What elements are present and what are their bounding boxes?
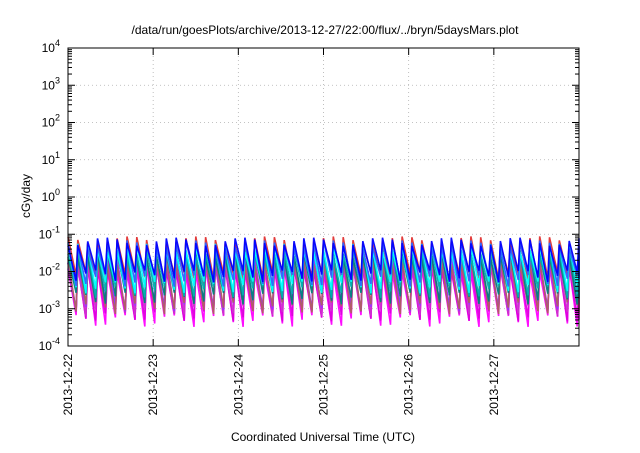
x-tick-label: 2013-12-27 [487, 354, 501, 416]
y-tick-label: 100 [42, 187, 60, 204]
y-tick-label: 103 [42, 75, 60, 92]
y-tick-label: 102 [42, 113, 60, 130]
y-tick-label: 104 [42, 38, 60, 55]
y-tick-label: 10-3 [39, 299, 60, 316]
x-tick-label: 2013-12-25 [317, 354, 331, 416]
series-layer [67, 236, 580, 328]
y-axis-label: cGy/day [19, 174, 33, 218]
x-tick-label: 2013-12-23 [146, 354, 160, 416]
y-tick-label: 10-2 [39, 262, 60, 279]
x-tick-label: 2013-12-22 [61, 354, 75, 416]
x-tick-label: 2013-12-24 [231, 354, 245, 416]
y-tick-label: 101 [42, 150, 60, 167]
x-tick-label: 2013-12-26 [402, 354, 416, 416]
series-line [67, 237, 580, 283]
y-tick-label: 10-1 [39, 224, 60, 241]
x-axis-label: Coordinated Universal Time (UTC) [231, 430, 415, 444]
plot-frame [67, 47, 580, 347]
y-tick-label: 10-4 [39, 336, 60, 353]
chart-title: /data/run/goesPlots/archive/2013-12-27/2… [132, 23, 520, 37]
axis-layer: 10-4 10-3 10-2 10-1 100 101 102 103 104 2013-12-2… [39, 38, 579, 415]
